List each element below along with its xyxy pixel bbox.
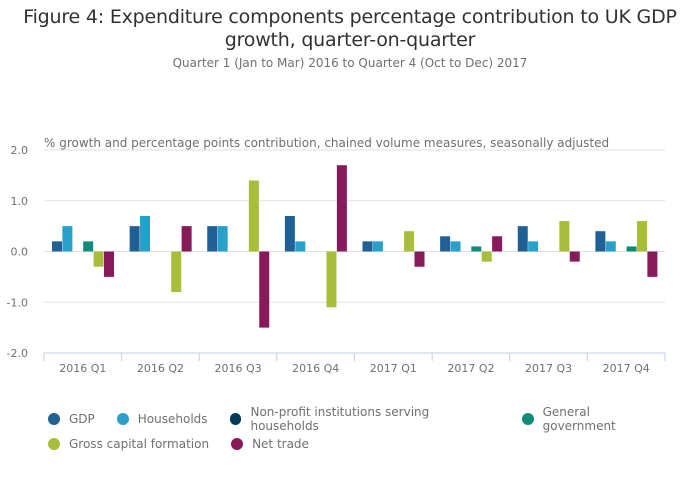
x-tick-label: 2017 Q4 [603, 362, 650, 375]
bar-gdp-2016-q1 [52, 241, 62, 252]
y-tick-label: -2.0 [7, 347, 28, 360]
legend-item[interactable]: General government [521, 404, 666, 433]
bar-net-trade-2016-q3 [259, 251, 270, 328]
legend-swatch-icon [48, 412, 60, 425]
bar-net-trade-2017-q1 [414, 251, 425, 267]
bar-gdp-2017-q2 [440, 236, 451, 252]
chart-title: Figure 4: Expenditure components percent… [23, 6, 677, 51]
y-axis-ticks: 2.0 1.0 0.0 -1.0 -2.0 [7, 144, 28, 360]
bar-households-2017-q2 [450, 241, 461, 252]
legend-label: GDP [69, 411, 95, 426]
bar-general-government-2017-q4 [626, 246, 637, 252]
bar-gdp-2017-q3 [517, 226, 528, 252]
legend-item[interactable]: Non-profit institutions serving househol… [229, 404, 500, 433]
x-tick-label: 2016 Q2 [137, 362, 184, 375]
chart-subtitle: Quarter 1 (Jan to Mar) 2016 to Quarter 4… [172, 56, 528, 70]
bar-general-government-2017-q2 [471, 246, 482, 252]
bar-net-trade-2017-q4 [647, 251, 658, 277]
legend-row: GDP Households Non-profit institutions ser… [48, 404, 688, 433]
bar-households-2016-q3 [217, 226, 228, 252]
legend-label: General government [542, 404, 616, 433]
legend-item[interactable]: Gross capital formation [48, 437, 209, 451]
y-axis-title: % growth and percentage points contribut… [44, 136, 610, 150]
bar-net-trade-2016-q4 [336, 165, 347, 252]
legend-label: Net trade [252, 436, 309, 451]
legend-item[interactable]: Net trade [231, 437, 309, 451]
legend: GDP Households Non-profit institutions ser… [48, 404, 688, 456]
x-axis: 2016 Q1 2016 Q2 2016 Q3 2016 Q4 2017 Q1 2017 … [43, 352, 666, 375]
bar-gross-capital-formation-2016-q1 [93, 251, 104, 267]
legend-swatch-icon [521, 412, 534, 425]
legend-label: Households [137, 411, 208, 426]
legend-swatch-icon [229, 412, 242, 425]
chart-canvas: 2.01.00.0-1.0-2.0 2016 Q1 2016 Q2 2016 Q3 2… [7, 144, 666, 375]
y-tick-label: 0.0 [11, 246, 29, 259]
bar-gross-capital-formation-2017-q4 [636, 221, 647, 252]
legend-swatch-icon [48, 437, 60, 450]
bar-households-2016-q4 [295, 241, 306, 252]
bar-net-trade-2017-q3 [569, 251, 580, 262]
bar-households-2017-q4 [605, 241, 616, 252]
x-tick-label: 2016 Q4 [292, 362, 339, 375]
bar-gdp-2016-q2 [129, 226, 140, 252]
x-tick-label: 2017 Q3 [525, 362, 572, 375]
bar-gdp-2017-q1 [362, 241, 373, 252]
bar-gross-capital-formation-2017-q1 [404, 231, 415, 252]
bar-gdp-2017-q4 [595, 231, 606, 252]
legend-item[interactable]: Households [116, 411, 208, 426]
legend-row: Gross capital formation Net trade [48, 431, 688, 456]
bar-households-2016-q1 [62, 226, 73, 252]
legend-label: Non-profit institutions serving househol… [250, 404, 430, 433]
bar-gdp-2016-q4 [284, 215, 295, 252]
bar-gross-capital-formation-2016-q3 [248, 180, 259, 252]
x-tick-label: 2017 Q2 [447, 362, 494, 375]
legend-swatch-icon [116, 412, 129, 425]
bar-net-trade-2016-q1 [104, 251, 114, 277]
legend-label: Gross capital formation [69, 436, 210, 451]
bar-gross-capital-formation-2016-q4 [326, 251, 337, 308]
x-tick-label: 2017 Q1 [370, 362, 417, 375]
bar-net-trade-2016-q2 [181, 226, 192, 252]
bar-gdp-2016-q3 [207, 226, 218, 252]
bar-gross-capital-formation-2017-q2 [481, 251, 492, 262]
y-tick-label: 2.0 [11, 144, 29, 157]
x-tick-label: 2016 Q3 [214, 362, 261, 375]
bar-households-2017-q3 [528, 241, 539, 252]
bars [52, 165, 658, 328]
y-tick-label: -1.0 [7, 296, 28, 309]
bar-households-2016-q2 [140, 215, 151, 252]
bar-gross-capital-formation-2016-q2 [171, 251, 182, 293]
bar-net-trade-2017-q2 [492, 236, 503, 252]
bar-households-2017-q1 [372, 241, 383, 252]
bar-gross-capital-formation-2017-q3 [559, 221, 570, 252]
x-tick-label: 2016 Q1 [59, 362, 106, 375]
y-tick-label: 1.0 [11, 195, 29, 208]
bar-general-government-2016-q1 [83, 241, 94, 252]
legend-item[interactable]: GDP [48, 412, 95, 426]
legend-swatch-icon [231, 437, 244, 450]
